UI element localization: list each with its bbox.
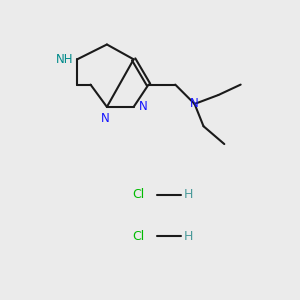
Text: N: N <box>101 112 110 125</box>
Text: N: N <box>190 98 199 110</box>
Text: NH: NH <box>56 53 74 66</box>
Text: Cl: Cl <box>132 188 144 201</box>
Text: N: N <box>139 100 148 113</box>
Text: Cl: Cl <box>132 230 144 243</box>
Text: H: H <box>184 230 194 243</box>
Text: H: H <box>184 188 194 201</box>
